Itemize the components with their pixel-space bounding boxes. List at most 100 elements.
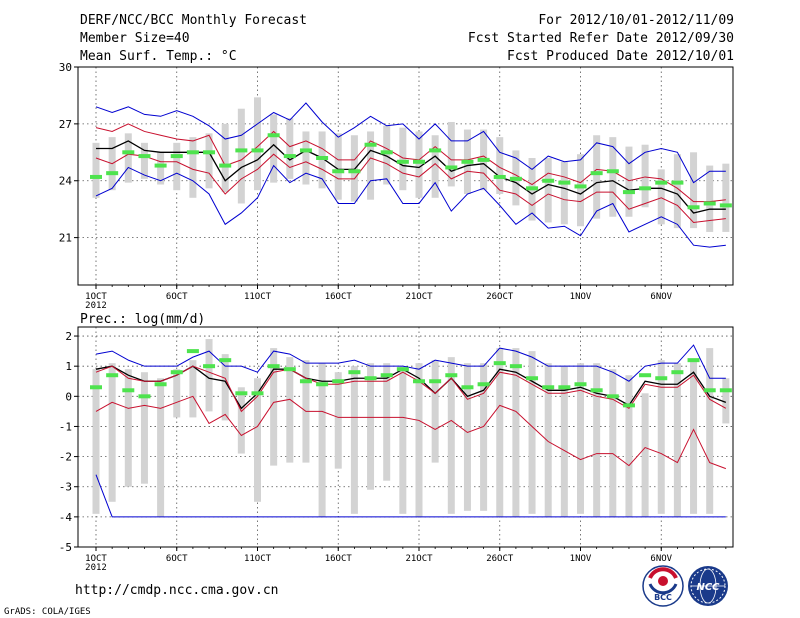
temp-spread-bar xyxy=(157,152,165,185)
temp-spread-bar xyxy=(577,154,584,227)
temp-spread-bar xyxy=(367,131,375,200)
precip-member-mean-mark xyxy=(219,358,232,363)
bcc-logo: BCC xyxy=(642,565,684,607)
temp-member-mean-mark xyxy=(380,150,393,155)
temp-line-mean xyxy=(96,140,726,214)
temp-member-mean-mark xyxy=(542,178,555,183)
precip-member-mean-mark xyxy=(622,403,635,408)
temp-spread-bar xyxy=(706,165,714,232)
temp-xtick-label: 21OCT xyxy=(405,292,433,302)
temp-member-mean-mark xyxy=(235,148,248,153)
temp-member-mean-mark xyxy=(299,148,312,153)
precip-member-mean-mark xyxy=(170,370,183,375)
temp-member-mean-mark xyxy=(558,180,571,185)
precip-spread-bar xyxy=(383,363,391,481)
precip-xtick-year: 2012 xyxy=(85,563,107,573)
precip-frame xyxy=(77,326,734,548)
precip-spread-bar xyxy=(577,363,584,514)
temp-xtick-label: 26OCT xyxy=(486,292,514,302)
temp-member-mean-mark xyxy=(138,154,151,159)
precip-spread-bar xyxy=(496,348,504,517)
temp-spread-bar xyxy=(544,157,552,223)
precip-member-mean-mark xyxy=(413,379,425,384)
temp-line-upper xyxy=(95,123,726,203)
bcc-logo-text: BCC xyxy=(654,593,672,602)
temp-spread-bar xyxy=(302,131,310,185)
precip-member-mean-mark xyxy=(251,391,264,396)
temp-ytick-label: 30 xyxy=(59,61,72,74)
precip-ytick-label: 1 xyxy=(65,360,72,373)
precip-member-mean-mark xyxy=(526,376,539,381)
precip-member-mean-mark xyxy=(429,379,442,384)
temp-spread-bar xyxy=(205,133,213,189)
temp-member-mean-mark xyxy=(445,165,458,170)
precip-member-mean-mark xyxy=(590,388,603,393)
temp-member-mean-mark xyxy=(509,176,522,181)
precip-xtick-label: 1OCT xyxy=(85,554,107,564)
precip-spread-bar xyxy=(415,363,423,517)
precip-member-mean-mark xyxy=(348,370,361,375)
temp-spread-bar xyxy=(593,135,601,219)
precip-line-mean xyxy=(95,365,727,410)
precip-xtick-label: 11OCT xyxy=(244,554,272,564)
precip-spread-bar xyxy=(157,378,165,517)
precip-spread-bar xyxy=(544,363,552,517)
precip-member-mean-mark xyxy=(574,382,587,387)
precip-member-mean-mark xyxy=(445,373,458,378)
ncc-logo-text: NCC xyxy=(696,582,720,593)
precip-member-mean-mark xyxy=(316,382,329,387)
temp-member-mean-mark xyxy=(364,142,377,147)
precip-member-mean-mark xyxy=(703,388,716,393)
temp-member-mean-mark xyxy=(396,159,409,164)
temp-ytick-label: 24 xyxy=(59,175,73,188)
precip-member-mean-mark xyxy=(655,376,668,381)
temp-spread-bar xyxy=(334,133,342,200)
precip-spread-bar xyxy=(334,372,342,469)
precip-ytick-label: 0 xyxy=(65,390,72,403)
temp-line-max xyxy=(95,102,726,184)
precip-spread-bar xyxy=(706,348,714,514)
precip-spread-bar xyxy=(286,357,294,463)
temp-spread-bar xyxy=(641,144,649,208)
precip-spread-bar xyxy=(560,366,568,517)
precip-member-mean-mark xyxy=(493,361,506,366)
temp-spread-bar xyxy=(140,142,148,179)
temp-member-mean-mark xyxy=(687,205,700,210)
variable-label: Mean Surf. Temp.: °C xyxy=(80,49,237,64)
temp-member-mean-mark xyxy=(413,159,425,164)
temp-spread-bar xyxy=(560,161,568,225)
forecast-period: For 2012/10/01-2012/11/09 xyxy=(538,13,734,28)
temp-member-mean-mark xyxy=(526,186,539,191)
precip-member-mean-mark xyxy=(106,373,119,378)
source-url[interactable]: http://cmdp.ncc.cma.gov.cn xyxy=(75,583,279,598)
precip-member-mean-mark xyxy=(186,349,199,354)
precip-spread-bar xyxy=(350,366,358,514)
temp-member-mean-mark xyxy=(154,163,167,168)
precip-spread-bar xyxy=(254,378,261,502)
precip-spread-bar xyxy=(512,348,520,517)
forecast-started: Fcst Started Refer Date 2012/09/30 xyxy=(468,31,734,46)
precip-ytick-label: -5 xyxy=(59,541,72,554)
temp-member-mean-mark xyxy=(429,148,442,153)
precip-spread-bar xyxy=(205,339,213,412)
temp-member-mean-mark xyxy=(316,155,329,160)
temp-member-mean-mark xyxy=(106,171,119,176)
temp-member-mean-mark xyxy=(122,150,135,155)
temp-member-mean-mark xyxy=(477,157,490,162)
temp-spread-bar xyxy=(92,142,100,198)
precip-spread-bar xyxy=(690,360,698,514)
chart-title: DERF/NCC/BCC Monthly Forecast xyxy=(80,13,307,28)
temp-member-mean-mark xyxy=(639,186,652,191)
precip-spread-bar xyxy=(528,351,536,514)
precip-spread-bar xyxy=(480,363,488,511)
precip-member-mean-mark xyxy=(283,367,296,372)
temp-member-mean-mark xyxy=(348,169,361,174)
precip-spread-bar xyxy=(92,369,100,514)
precip-spread-bar xyxy=(189,360,197,418)
temp-member-mean-mark xyxy=(719,203,732,208)
precip-member-mean-mark xyxy=(558,385,571,390)
precip-member-mean-mark xyxy=(380,373,393,378)
temp-line-lower xyxy=(95,153,726,223)
temp-xtick-label: 6OCT xyxy=(166,292,188,302)
